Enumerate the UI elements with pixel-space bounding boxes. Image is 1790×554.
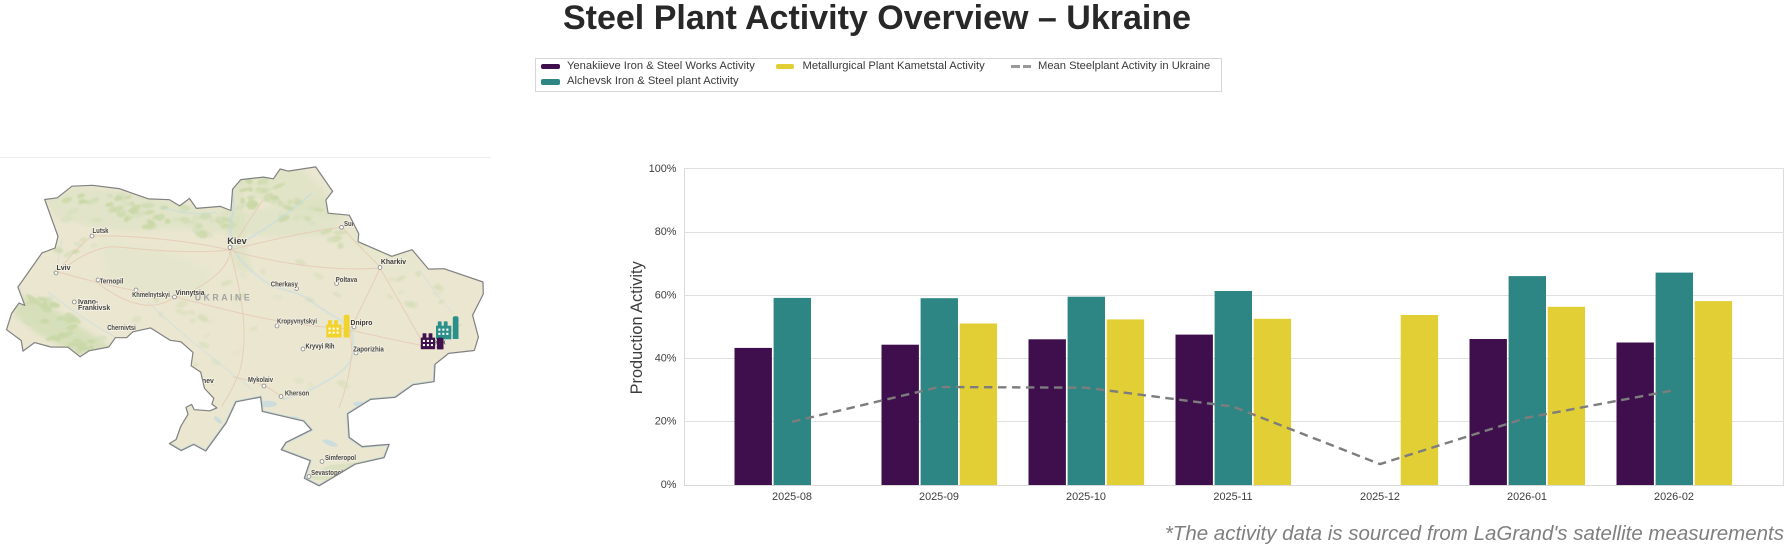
svg-text:Dnipro: Dnipro: [351, 318, 373, 327]
svg-text:Poltava: Poltava: [336, 275, 358, 284]
svg-text:Chernivtsi: Chernivtsi: [107, 323, 136, 332]
svg-text:Ivano-: Ivano-: [78, 299, 99, 306]
svg-text:Sumy: Sumy: [344, 219, 360, 228]
svg-text:Vinnytsia: Vinnytsia: [176, 288, 206, 297]
svg-text:Khmelnytskyi: Khmelnytskyi: [132, 290, 170, 299]
svg-text:Ternopil: Ternopil: [100, 277, 124, 286]
svg-text:UKRAINE: UKRAINE: [195, 293, 253, 303]
svg-text:2025-08: 2025-08: [772, 491, 812, 503]
svg-text:Kropyvnytskyi: Kropyvnytskyi: [277, 317, 317, 326]
svg-text:60%: 60%: [655, 289, 677, 301]
svg-text:2025-11: 2025-11: [1213, 491, 1252, 503]
svg-text:Kryvyi Rih: Kryvyi Rih: [306, 342, 335, 351]
svg-text:Kherson: Kherson: [285, 389, 309, 398]
svg-text:2025-10: 2025-10: [1066, 491, 1106, 503]
svg-text:Kharkiv: Kharkiv: [381, 257, 407, 266]
svg-text:2026-02: 2026-02: [1654, 491, 1694, 503]
svg-text:nev: nev: [202, 378, 214, 385]
svg-text:20%: 20%: [655, 416, 677, 428]
svg-text:Frankivsk: Frankivsk: [78, 305, 110, 312]
svg-text:Lviv: Lviv: [56, 263, 71, 272]
svg-text:2025-09: 2025-09: [919, 491, 959, 503]
svg-text:Kiev: Kiev: [227, 236, 247, 246]
svg-text:40%: 40%: [655, 353, 677, 365]
svg-text:Sevastopol: Sevastopol: [311, 468, 343, 477]
svg-text:80%: 80%: [655, 226, 677, 238]
svg-text:2025-12: 2025-12: [1360, 491, 1400, 503]
svg-text:Simferopol: Simferopol: [325, 453, 356, 462]
svg-text:Mykolaiv: Mykolaiv: [248, 375, 273, 384]
svg-text:Production Activity: Production Activity: [628, 260, 646, 394]
svg-text:100%: 100%: [649, 163, 677, 175]
svg-text:Zaporizhia: Zaporizhia: [353, 345, 385, 354]
svg-text:2026-01: 2026-01: [1507, 491, 1547, 503]
svg-text:Cherkasy: Cherkasy: [271, 280, 298, 289]
svg-text:Lutsk: Lutsk: [92, 226, 108, 235]
svg-text:0%: 0%: [661, 479, 677, 491]
